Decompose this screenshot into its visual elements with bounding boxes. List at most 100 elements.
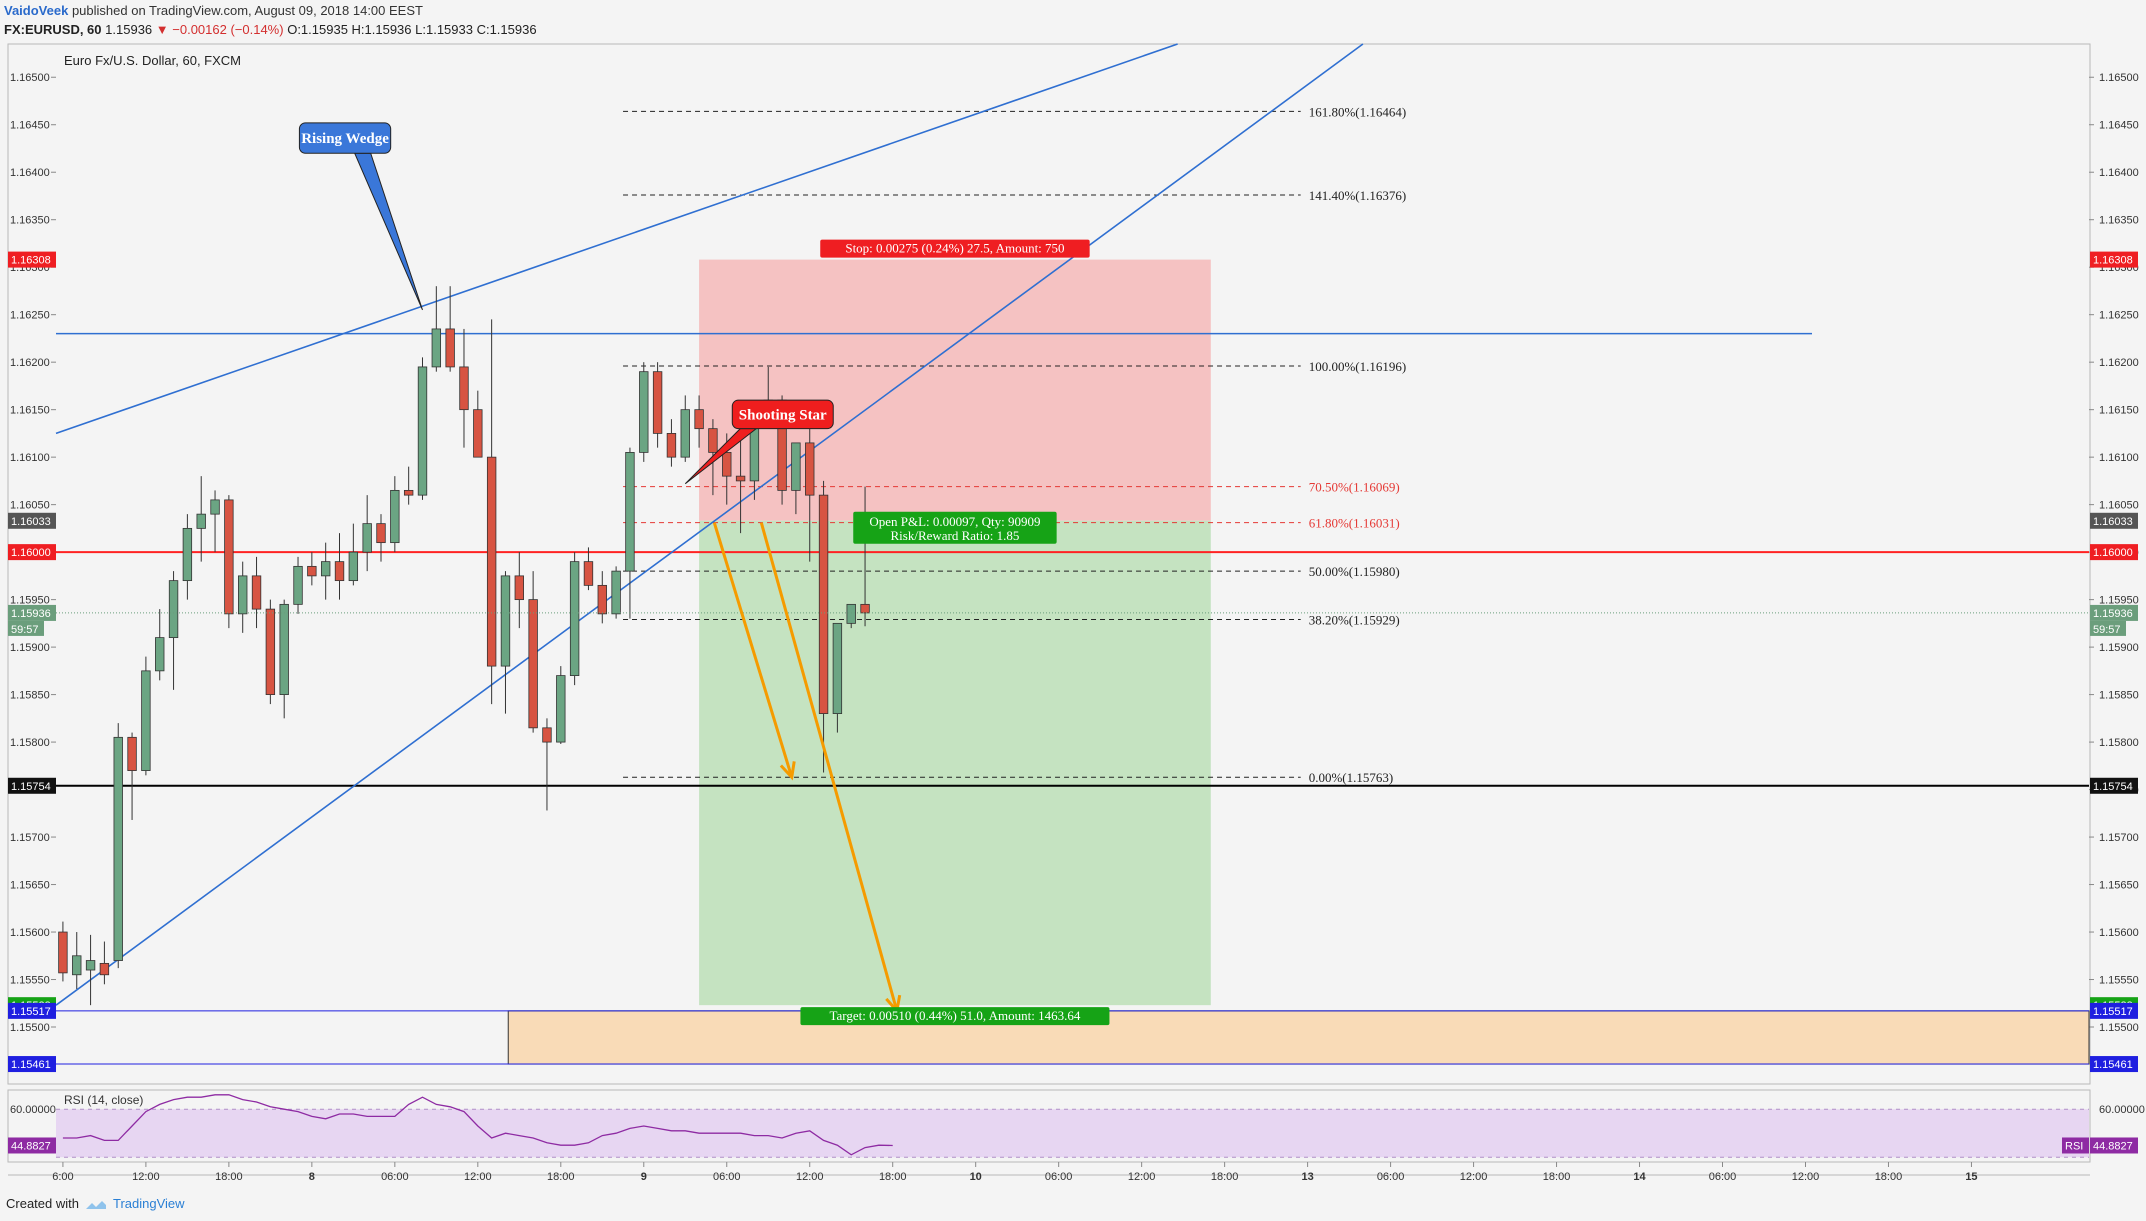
pnl-label-bg <box>853 511 1057 544</box>
candle-body[interactable] <box>141 670 151 771</box>
candle-body[interactable] <box>307 565 317 577</box>
candle-body[interactable] <box>611 570 621 615</box>
candle-body[interactable] <box>348 551 359 582</box>
candle-body[interactable] <box>514 575 524 601</box>
footer-brand[interactable]: TradingView <box>112 1196 185 1211</box>
candle-body[interactable] <box>459 366 469 411</box>
candle-body[interactable] <box>196 513 206 529</box>
price-tag-left: 1.15936 <box>11 608 51 620</box>
candle-body[interactable] <box>556 675 566 743</box>
y-tick-label-left: 1.15700 <box>10 832 50 844</box>
candle-body[interactable] <box>362 523 372 553</box>
y-tick-label-right: 1.16150 <box>2099 405 2139 417</box>
candle-body[interactable] <box>127 736 137 771</box>
candle-body[interactable] <box>376 523 386 544</box>
y-tick-label-right: 1.16250 <box>2099 310 2139 322</box>
candle-body[interactable] <box>818 494 829 714</box>
candle-body[interactable] <box>168 580 179 639</box>
y-tick-label-right: 1.15850 <box>2099 690 2139 702</box>
candle-body[interactable] <box>334 561 345 582</box>
target-label-bg <box>800 1007 1110 1026</box>
rsi-value-right-bg <box>2090 1137 2138 1154</box>
candle-body[interactable] <box>569 561 580 676</box>
candle-body[interactable] <box>597 584 607 615</box>
y-tick-label-right: 1.15500 <box>2099 1022 2139 1034</box>
candle-body[interactable] <box>846 603 856 624</box>
publish-text: published on TradingView.com, August 09,… <box>71 3 423 18</box>
candle-body[interactable] <box>791 442 801 491</box>
price-change: ▼ −0.00162 (−0.14%) <box>155 22 284 37</box>
candle-body[interactable] <box>625 452 635 572</box>
candle-body[interactable] <box>417 366 428 496</box>
candle-body[interactable] <box>210 499 220 515</box>
y-tick-label-right: 1.15600 <box>2099 927 2139 939</box>
x-tick-label: 6:00 <box>52 1171 73 1183</box>
candle-body[interactable] <box>320 561 331 577</box>
candle-body[interactable] <box>666 433 677 458</box>
candle-body[interactable] <box>279 603 289 695</box>
y-tick-label-left: 1.15850 <box>10 690 50 702</box>
rsi-band <box>56 1109 2089 1158</box>
y-tick-label-right: 1.15650 <box>2099 880 2139 892</box>
x-tick-label: 13 <box>1301 1171 1313 1183</box>
fib-level-label: 0.00%(1.15763) <box>1309 770 1394 785</box>
candle-body[interactable] <box>293 565 303 605</box>
shooting-star-callout-box[interactable] <box>731 399 834 430</box>
x-tick-label: 12:00 <box>796 1171 824 1183</box>
candle-body[interactable] <box>722 452 732 477</box>
candle-body[interactable] <box>85 960 96 971</box>
candle-body[interactable] <box>708 428 718 453</box>
y-tick-label-right: 1.15550 <box>2099 975 2139 987</box>
countdown-left-bg <box>8 620 44 636</box>
price-tag-right: 1.15517 <box>2093 1006 2133 1018</box>
fib-level-label: 50.00%(1.15980) <box>1309 564 1400 579</box>
rising-wedge-callout-box[interactable] <box>298 122 392 154</box>
candle-body[interactable] <box>390 489 400 544</box>
candle-body[interactable] <box>486 456 497 667</box>
pnl-label: Open P&L: 0.00097, Qty: 90909 <box>869 514 1040 529</box>
candle-body[interactable] <box>113 736 123 961</box>
x-tick-label: 18:00 <box>1543 1171 1571 1183</box>
candle-body[interactable] <box>58 931 68 974</box>
candle-body[interactable] <box>224 499 234 615</box>
candle-body[interactable] <box>639 371 649 453</box>
y-tick-label-right: 1.16500 <box>2099 72 2139 84</box>
candle-body[interactable] <box>155 637 165 672</box>
author-link[interactable]: VaidoVeek <box>4 3 69 18</box>
countdown-right: 59:57 <box>2093 624 2121 636</box>
price-tag-right: 1.16000 <box>2093 547 2133 559</box>
rising-wedge-callout-text: Rising Wedge <box>301 131 389 147</box>
y-tick-label-left: 1.16050 <box>10 500 50 512</box>
candle-body[interactable] <box>500 575 511 667</box>
candle-body[interactable] <box>445 328 455 368</box>
price-tag-right: 1.16308 <box>2093 255 2133 267</box>
candle-body[interactable] <box>403 489 414 496</box>
candle-body[interactable] <box>694 409 704 430</box>
candle-body[interactable] <box>238 575 248 615</box>
candle-body[interactable] <box>652 371 663 434</box>
x-tick-label: 06:00 <box>1377 1171 1405 1183</box>
x-tick-label: 18:00 <box>1875 1171 1903 1183</box>
candle-body[interactable] <box>680 409 690 458</box>
y-tick-label-left: 1.15950 <box>10 595 50 607</box>
candle-body[interactable] <box>473 409 483 458</box>
candle-body[interactable] <box>583 561 594 586</box>
candle-body[interactable] <box>528 599 538 729</box>
candle-body[interactable] <box>860 603 870 614</box>
candle-body[interactable] <box>805 442 815 496</box>
candle-body[interactable] <box>182 527 193 582</box>
projection-arrow-head <box>779 761 796 781</box>
candle-body[interactable] <box>99 962 110 976</box>
candle-body[interactable] <box>431 328 442 368</box>
price-tag-left-bg <box>8 544 56 561</box>
candle-body[interactable] <box>251 575 262 610</box>
candle-body[interactable] <box>832 622 843 714</box>
candle-body[interactable] <box>735 475 746 482</box>
y-tick-label-left: 1.16250 <box>10 310 50 322</box>
price-tag-left: 1.16033 <box>11 516 51 528</box>
candle-body[interactable] <box>542 727 552 743</box>
candle-body[interactable] <box>72 955 82 976</box>
candle-body[interactable] <box>265 608 276 695</box>
rsi-line <box>62 1094 893 1156</box>
